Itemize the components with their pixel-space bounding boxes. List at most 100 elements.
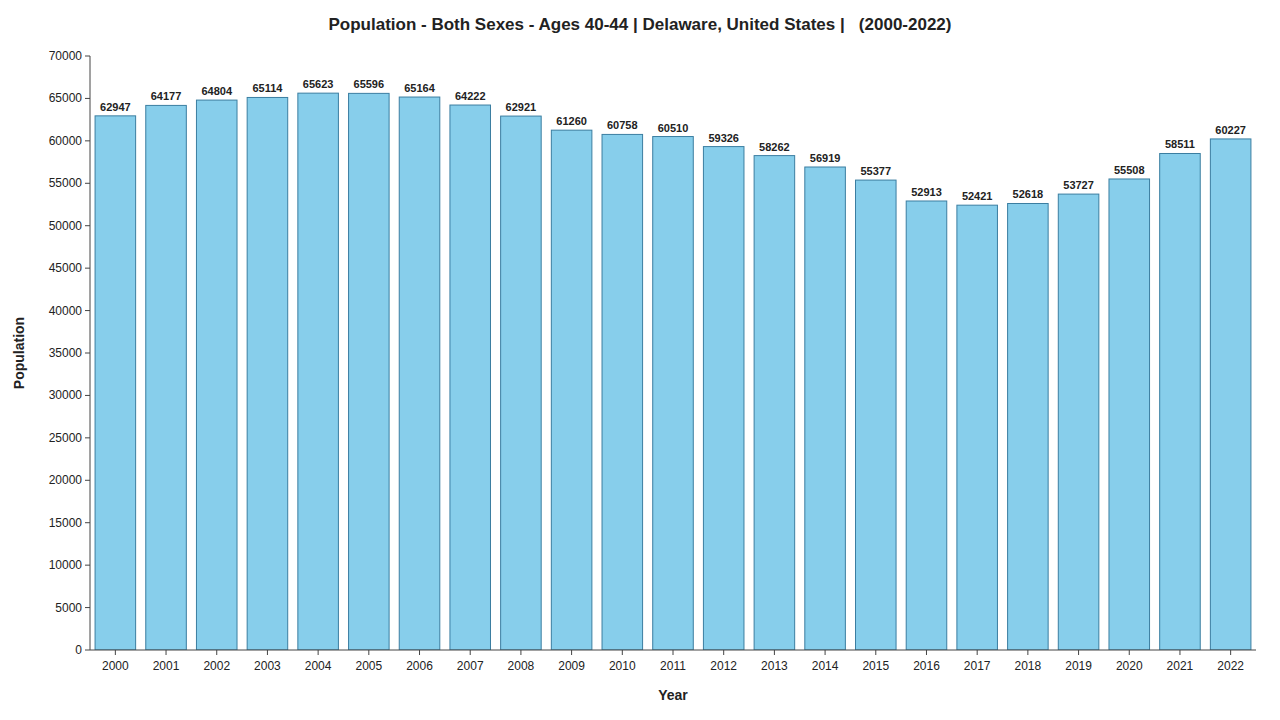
- data-label: 64222: [455, 90, 486, 102]
- x-tick: [622, 650, 623, 655]
- chart-container: 6294764177648046511465623655966516464222…: [0, 0, 1280, 720]
- data-label: 64804: [201, 85, 232, 97]
- data-label: 52421: [962, 190, 993, 202]
- bar: [653, 137, 694, 650]
- x-tick: [1230, 650, 1231, 655]
- data-label: 65596: [354, 78, 385, 90]
- x-tick-label: 2019: [1065, 659, 1092, 673]
- data-label: 59326: [708, 132, 739, 144]
- y-axis: 0500010000150002000025000300003500040000…: [49, 49, 90, 657]
- x-tick: [1027, 650, 1028, 655]
- x-tick: [977, 650, 978, 655]
- x-tick-label: 2001: [153, 659, 180, 673]
- x-tick-label: 2012: [710, 659, 737, 673]
- y-tick-label: 45000: [49, 261, 83, 275]
- x-tick: [470, 650, 471, 655]
- x-tick-label: 2005: [355, 659, 382, 673]
- x-tick: [115, 650, 116, 655]
- x-tick: [926, 650, 927, 655]
- y-tick: [85, 183, 90, 184]
- y-tick: [85, 522, 90, 523]
- y-tick-label: 20000: [49, 473, 83, 487]
- y-tick-label: 10000: [49, 558, 83, 572]
- y-tick-label: 55000: [49, 176, 83, 190]
- y-tick: [85, 437, 90, 438]
- y-tick-label: 60000: [49, 134, 83, 148]
- data-label: 60758: [607, 119, 638, 131]
- y-tick-label: 5000: [55, 601, 82, 615]
- x-tick: [774, 650, 775, 655]
- x-tick-label: 2014: [812, 659, 839, 673]
- bar: [1109, 179, 1150, 650]
- x-tick-label: 2004: [305, 659, 332, 673]
- x-tick-label: 2013: [761, 659, 788, 673]
- bar: [1160, 153, 1201, 650]
- x-tick-label: 2007: [457, 659, 484, 673]
- data-label: 58511: [1165, 138, 1195, 150]
- y-tick: [85, 98, 90, 99]
- y-tick-label: 50000: [49, 219, 83, 233]
- x-tick: [318, 650, 319, 655]
- x-tick: [216, 650, 217, 655]
- y-tick: [85, 310, 90, 311]
- x-tick-label: 2021: [1167, 659, 1194, 673]
- x-tick-label: 2020: [1116, 659, 1143, 673]
- y-tick: [85, 480, 90, 481]
- bar: [1210, 139, 1251, 650]
- bar: [298, 93, 339, 650]
- y-tick-label: 25000: [49, 431, 83, 445]
- y-tick-label: 15000: [49, 516, 83, 530]
- x-tick: [825, 650, 826, 655]
- x-tick-label: 2018: [1015, 659, 1042, 673]
- bar: [754, 156, 795, 650]
- y-tick: [85, 268, 90, 269]
- x-tick-label: 2015: [862, 659, 889, 673]
- x-tick: [875, 650, 876, 655]
- data-label: 52913: [911, 186, 942, 198]
- y-tick-label: 65000: [49, 91, 83, 105]
- x-tick-label: 2009: [558, 659, 585, 673]
- data-label: 60227: [1215, 124, 1246, 136]
- data-label: 65623: [303, 78, 334, 90]
- x-tick: [267, 650, 268, 655]
- bar: [602, 134, 643, 650]
- y-tick: [85, 395, 90, 396]
- y-tick: [85, 56, 90, 57]
- x-tick-label: 2003: [254, 659, 281, 673]
- x-tick: [571, 650, 572, 655]
- data-label: 56919: [810, 152, 841, 164]
- bar: [551, 130, 592, 650]
- x-axis-title: Year: [658, 687, 688, 703]
- bar: [856, 180, 897, 650]
- x-tick-label: 2016: [913, 659, 940, 673]
- x-tick: [673, 650, 674, 655]
- chart-svg: 6294764177648046511465623655966516464222…: [0, 0, 1280, 720]
- y-tick: [85, 353, 90, 354]
- bar: [349, 93, 390, 650]
- y-tick: [85, 607, 90, 608]
- data-label: 64177: [151, 90, 182, 102]
- data-label: 62921: [506, 101, 537, 113]
- x-tick-label: 2017: [964, 659, 991, 673]
- data-label: 52618: [1013, 188, 1044, 200]
- bar: [703, 147, 744, 650]
- bar: [146, 105, 187, 650]
- bar: [805, 167, 846, 650]
- y-axis-title: Population: [11, 317, 27, 389]
- bar: [399, 97, 440, 650]
- data-label: 60510: [658, 122, 689, 134]
- data-label: 58262: [759, 141, 790, 153]
- x-tick-label: 2008: [508, 659, 535, 673]
- bar: [1058, 194, 1099, 650]
- x-axis: 2000200120022003200420052006200720082009…: [90, 650, 1256, 673]
- bars: [95, 93, 1251, 650]
- x-tick-label: 2022: [1217, 659, 1244, 673]
- x-tick: [1078, 650, 1079, 655]
- x-tick-label: 2002: [203, 659, 230, 673]
- bar: [196, 100, 237, 650]
- y-tick-label: 30000: [49, 388, 83, 402]
- data-label: 53727: [1063, 179, 1094, 191]
- data-label: 62947: [100, 101, 131, 113]
- bar: [1008, 203, 1049, 650]
- bar: [906, 201, 947, 650]
